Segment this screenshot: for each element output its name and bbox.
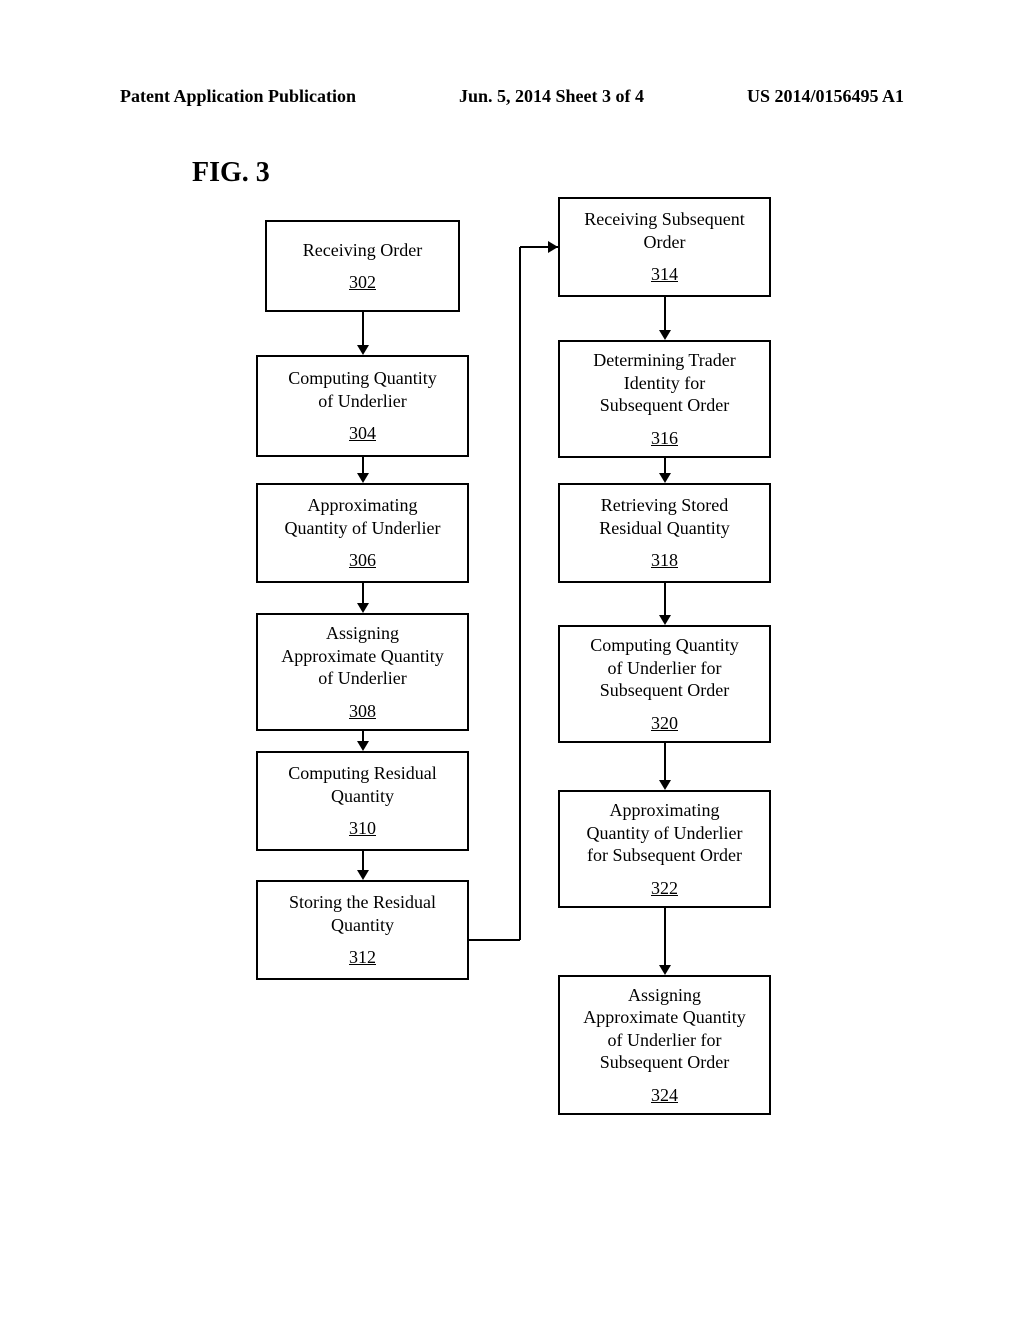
flowchart-arrow xyxy=(653,908,677,975)
node-label: AssigningApproximate Quantityof Underlie… xyxy=(281,622,443,690)
flowchart-arrow xyxy=(351,457,375,483)
flowchart-arrow xyxy=(351,851,375,880)
flowchart-node-320: Computing Quantityof Underlier forSubseq… xyxy=(558,625,771,743)
flowchart-arrow xyxy=(653,743,677,790)
node-ref: 320 xyxy=(651,712,678,735)
node-label: Computing Quantityof Underlier forSubseq… xyxy=(590,634,739,702)
page-header: Patent Application Publication Jun. 5, 2… xyxy=(0,86,1024,107)
node-ref: 308 xyxy=(349,700,376,723)
flowchart-node-318: Retrieving StoredResidual Quantity 318 xyxy=(558,483,771,583)
node-ref: 310 xyxy=(349,817,376,840)
flowchart-node-302: Receiving Order 302 xyxy=(265,220,460,312)
node-ref: 302 xyxy=(349,271,376,294)
node-label: Computing ResidualQuantity xyxy=(288,762,437,807)
flowchart-node-324: AssigningApproximate Quantityof Underlie… xyxy=(558,975,771,1115)
flowchart-node-322: ApproximatingQuantity of Underlierfor Su… xyxy=(558,790,771,908)
node-label: Retrieving StoredResidual Quantity xyxy=(599,494,729,539)
node-ref: 312 xyxy=(349,946,376,969)
page: Patent Application Publication Jun. 5, 2… xyxy=(0,0,1024,1320)
flowchart-arrow xyxy=(653,297,677,340)
flowchart-arrow xyxy=(351,583,375,613)
flowchart-arrow xyxy=(653,458,677,483)
node-ref: 304 xyxy=(349,422,376,445)
node-label: AssigningApproximate Quantityof Underlie… xyxy=(583,984,745,1074)
flowchart-arrow xyxy=(653,583,677,625)
flowchart-node-312: Storing the ResidualQuantity 312 xyxy=(256,880,469,980)
flowchart-node-316: Determining TraderIdentity forSubsequent… xyxy=(558,340,771,458)
flowchart-arrow xyxy=(351,731,375,751)
node-ref: 322 xyxy=(651,877,678,900)
node-ref: 316 xyxy=(651,427,678,450)
node-label: ApproximatingQuantity of Underlierfor Su… xyxy=(587,799,743,867)
flowchart-node-314: Receiving SubsequentOrder 314 xyxy=(558,197,771,297)
flowchart-node-306: ApproximatingQuantity of Underlier 306 xyxy=(256,483,469,583)
node-ref: 314 xyxy=(651,263,678,286)
flowchart-node-304: Computing Quantityof Underlier 304 xyxy=(256,355,469,457)
node-label: Computing Quantityof Underlier xyxy=(288,367,437,412)
node-label: Receiving Order xyxy=(303,239,422,262)
node-label: Storing the ResidualQuantity xyxy=(289,891,436,936)
flowchart-node-310: Computing ResidualQuantity 310 xyxy=(256,751,469,851)
figure-label: FIG. 3 xyxy=(192,157,270,189)
node-label: Determining TraderIdentity forSubsequent… xyxy=(593,349,735,417)
header-right: US 2014/0156495 A1 xyxy=(747,86,904,107)
flowchart-arrow xyxy=(467,245,560,942)
flowchart-node-308: AssigningApproximate Quantityof Underlie… xyxy=(256,613,469,731)
node-label: Receiving SubsequentOrder xyxy=(584,208,744,253)
header-center: Jun. 5, 2014 Sheet 3 of 4 xyxy=(459,86,644,107)
node-ref: 306 xyxy=(349,549,376,572)
header-left: Patent Application Publication xyxy=(120,86,356,107)
node-label: ApproximatingQuantity of Underlier xyxy=(285,494,441,539)
flowchart-arrow xyxy=(351,312,375,355)
node-ref: 324 xyxy=(651,1084,678,1107)
node-ref: 318 xyxy=(651,549,678,572)
